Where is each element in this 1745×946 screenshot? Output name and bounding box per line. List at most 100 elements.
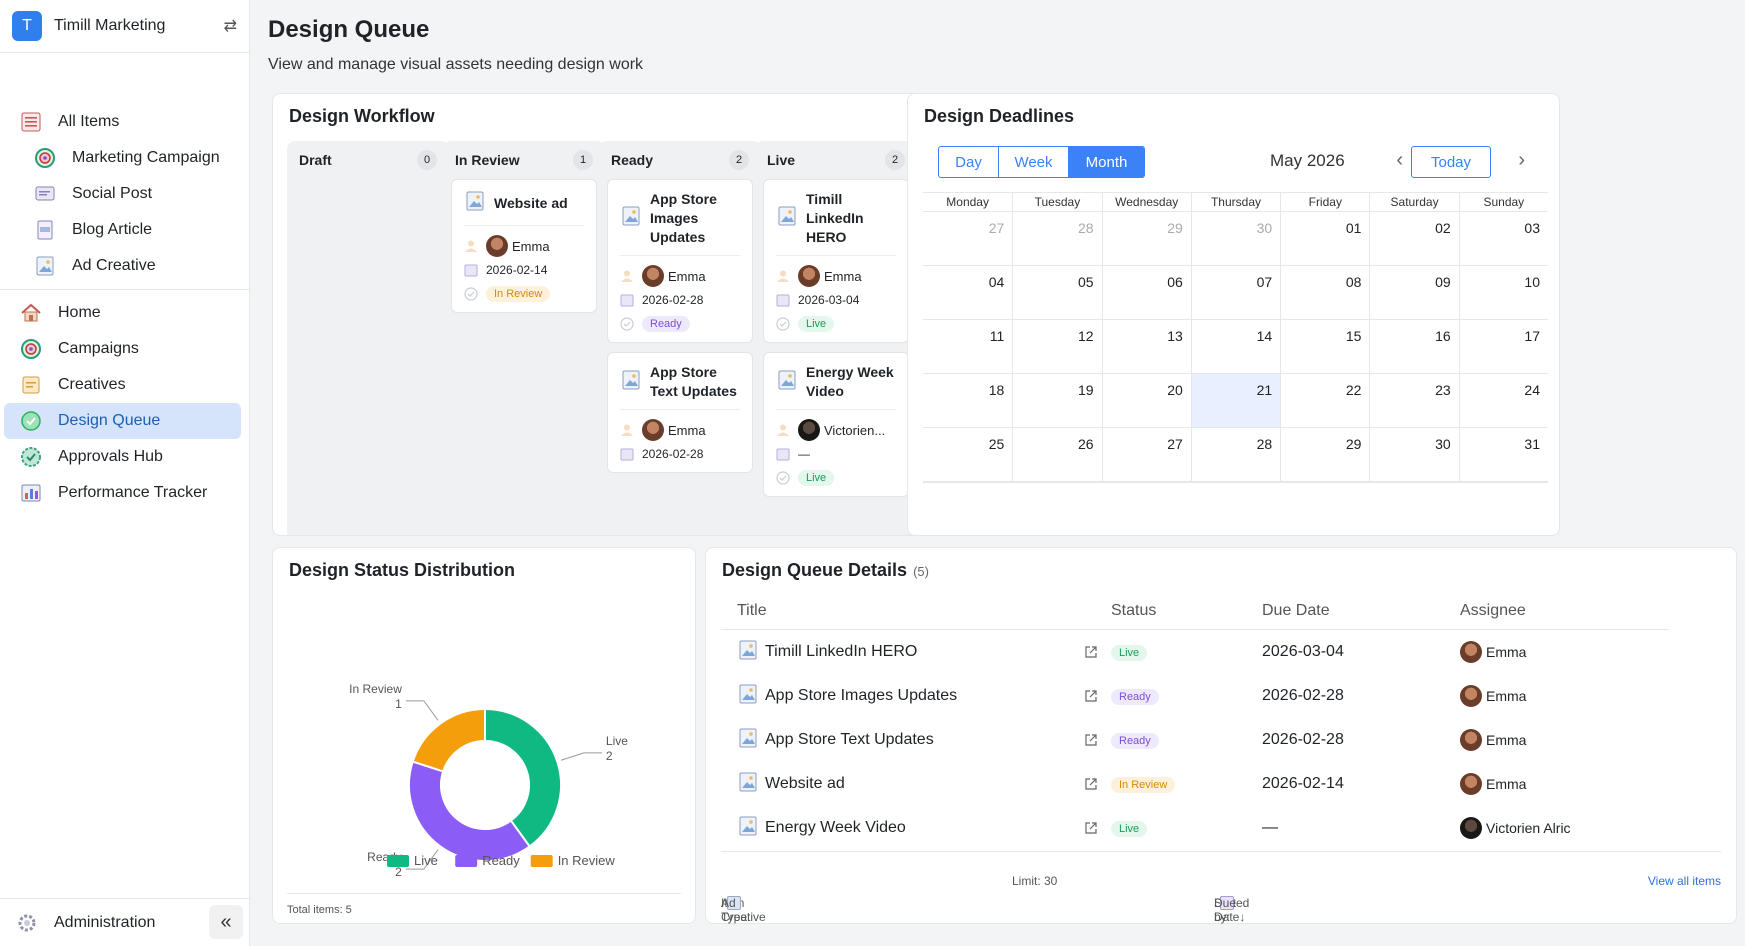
user-icon xyxy=(620,269,634,283)
view-day-button[interactable]: Day xyxy=(939,147,999,177)
details-table: Title Status Due Date Assignee Timill Li… xyxy=(721,592,1669,850)
calendar-day-cell[interactable]: 30 xyxy=(1369,428,1459,482)
workflow-card[interactable]: Website ad Emma 2026-02-14 In Review xyxy=(451,179,597,313)
calendar-day-cell[interactable]: 30 xyxy=(1190,212,1281,266)
today-button[interactable]: Today xyxy=(1411,146,1491,178)
external-link-icon[interactable] xyxy=(1071,821,1111,835)
calendar-day-cell[interactable]: 10 xyxy=(1458,266,1548,320)
row-title[interactable]: Energy Week Video xyxy=(765,819,906,836)
calendar-day-cell[interactable]: 02 xyxy=(1369,212,1459,266)
leader-line xyxy=(560,752,602,761)
calendar-day-cell[interactable]: 01 xyxy=(1280,212,1370,266)
table-row[interactable]: App Store Text Updates Ready 2026-02-28 Emm… xyxy=(721,718,1669,762)
view-week-button[interactable]: Week xyxy=(999,147,1069,177)
workflow-card[interactable]: App Store Images Updates Emma 2026-02-28 Re… xyxy=(607,179,753,343)
calendar-day-cell[interactable]: 27 xyxy=(923,212,1013,266)
donut-slice-in-review[interactable] xyxy=(411,707,486,773)
row-title[interactable]: Website ad xyxy=(765,775,845,792)
chevron-left-icon[interactable]: ‹ xyxy=(1396,149,1403,171)
row-title[interactable]: App Store Images Updates xyxy=(765,687,958,704)
calendar-day-cell[interactable]: 08 xyxy=(1280,266,1370,320)
workflow-card[interactable]: Energy Week Video Victorien... — Live xyxy=(763,352,909,497)
table-row[interactable]: Website ad In Review 2026-02-14 Emma xyxy=(721,762,1669,806)
calendar-day-cell[interactable]: 29 xyxy=(1101,212,1191,266)
sidebar-item-home[interactable]: Home xyxy=(4,295,241,331)
sidebar-item-administration[interactable]: Administration xyxy=(0,898,250,946)
view-month-button[interactable]: Month xyxy=(1069,147,1144,177)
calendar-day-cell[interactable]: 06 xyxy=(1101,266,1191,320)
donut-slice-ready[interactable] xyxy=(408,760,532,862)
page-subtitle: View and manage visual assets needing de… xyxy=(268,56,644,73)
calendar-day-cell[interactable]: 16 xyxy=(1369,320,1459,374)
calendar-day-cell[interactable]: 07 xyxy=(1190,266,1281,320)
workflow-card[interactable]: Timill LinkedIn HERO Emma 2026-03-04 Live xyxy=(763,179,909,343)
sidebar-item-creatives[interactable]: Creatives xyxy=(4,367,241,403)
sidebar-item-marketing-campaign[interactable]: Marketing Campaign xyxy=(4,140,241,176)
col-status[interactable]: Status xyxy=(1111,601,1157,619)
row-title[interactable]: Timill LinkedIn HERO xyxy=(765,643,918,660)
workflow-column-draft: Draft 0 xyxy=(287,141,449,535)
calendar-day-cell[interactable]: 29 xyxy=(1280,428,1370,482)
sidebar-item-social-post[interactable]: Social Post xyxy=(4,176,241,212)
weekday-label: Sunday xyxy=(1458,193,1548,212)
collapse-sidebar-button[interactable]: « xyxy=(209,905,243,939)
calendar-day-cell[interactable]: 25 xyxy=(923,428,1013,482)
calendar-day-cell[interactable]: 24 xyxy=(1458,374,1548,428)
external-link-icon[interactable] xyxy=(1071,777,1111,791)
external-link-icon[interactable] xyxy=(1071,689,1111,703)
calendar-day-cell[interactable]: 05 xyxy=(1012,266,1102,320)
sidebar-item-campaigns[interactable]: Campaigns xyxy=(4,331,241,367)
calendar-day-cell[interactable]: 23 xyxy=(1369,374,1459,428)
image-icon xyxy=(620,205,642,232)
row-due-date: — xyxy=(1262,819,1278,836)
calendar-day-cell[interactable]: 31 xyxy=(1458,428,1548,482)
chevron-right-icon[interactable]: › xyxy=(1518,149,1525,171)
calendar-day-cell[interactable]: 22 xyxy=(1280,374,1370,428)
calendar-day-cell[interactable]: 27 xyxy=(1101,428,1191,482)
calendar-day-cell[interactable]: 18 xyxy=(923,374,1013,428)
table-row[interactable]: Timill LinkedIn HERO Live 2026-03-04 Emma xyxy=(721,630,1669,674)
calendar-day-cell[interactable]: 12 xyxy=(1012,320,1102,374)
calendar-day-cell[interactable]: 13 xyxy=(1101,320,1191,374)
external-link-icon[interactable] xyxy=(1071,645,1111,659)
external-link-icon[interactable] xyxy=(1071,733,1111,747)
calendar-day-cell[interactable]: 14 xyxy=(1190,320,1281,374)
calendar-day-cell[interactable]: 15 xyxy=(1280,320,1370,374)
calendar-day-cell[interactable]: 17 xyxy=(1458,320,1548,374)
calendar-day-cell[interactable]: 20 xyxy=(1101,374,1191,428)
bar-chart-icon xyxy=(20,482,42,504)
sidebar-item-all-items[interactable]: All Items xyxy=(4,104,241,140)
sidebar-item-approvals-hub[interactable]: Approvals Hub xyxy=(4,439,241,475)
row-title[interactable]: App Store Text Updates xyxy=(765,731,934,748)
sidebar-item-design-queue[interactable]: Design Queue xyxy=(4,403,241,439)
calendar-day-cell[interactable]: 28 xyxy=(1190,428,1281,482)
legend-item-live[interactable]: Live xyxy=(387,853,438,868)
sidebar-item-blog-article[interactable]: Blog Article xyxy=(4,212,241,248)
sidebar-item-ad-creative[interactable]: Ad Creative xyxy=(4,248,241,284)
workspace-switcher[interactable]: T Timill Marketing ⇄ xyxy=(0,0,249,53)
sidebar-item-label: All Items xyxy=(58,113,120,130)
col-due-date[interactable]: Due Date xyxy=(1262,601,1330,619)
calendar-day-cell[interactable]: 21 xyxy=(1190,374,1281,428)
donut-slice-live[interactable] xyxy=(484,707,562,848)
sidebar-item-performance-tracker[interactable]: Performance Tracker xyxy=(4,475,241,511)
calendar-day-cell[interactable]: 04 xyxy=(923,266,1013,320)
legend-item-ready[interactable]: Ready xyxy=(455,853,520,868)
target-icon xyxy=(20,338,42,360)
legend-item-in-review[interactable]: In Review xyxy=(530,853,616,868)
col-title[interactable]: Title xyxy=(737,601,767,619)
calendar-day-cell[interactable]: 28 xyxy=(1012,212,1102,266)
workflow-card[interactable]: App Store Text Updates Emma 2026-02-28 xyxy=(607,352,753,473)
view-all-items-link[interactable]: View all items xyxy=(1647,874,1721,888)
calendar-day-cell[interactable]: 26 xyxy=(1012,428,1102,482)
calendar-day-cell[interactable]: 03 xyxy=(1458,212,1548,266)
calendar-day-cell[interactable]: 11 xyxy=(923,320,1013,374)
switch-icon[interactable]: ⇄ xyxy=(223,18,237,35)
list-icon xyxy=(20,111,42,133)
calendar-day-cell[interactable]: 19 xyxy=(1012,374,1102,428)
calendar-day-cell[interactable]: 09 xyxy=(1369,266,1459,320)
col-assignee[interactable]: Assignee xyxy=(1460,601,1526,619)
calendar-icon xyxy=(776,293,790,307)
table-row[interactable]: App Store Images Updates Ready 2026-02-28 E… xyxy=(721,674,1669,718)
table-row[interactable]: Energy Week Video Live — Victorien Alric xyxy=(721,806,1669,850)
